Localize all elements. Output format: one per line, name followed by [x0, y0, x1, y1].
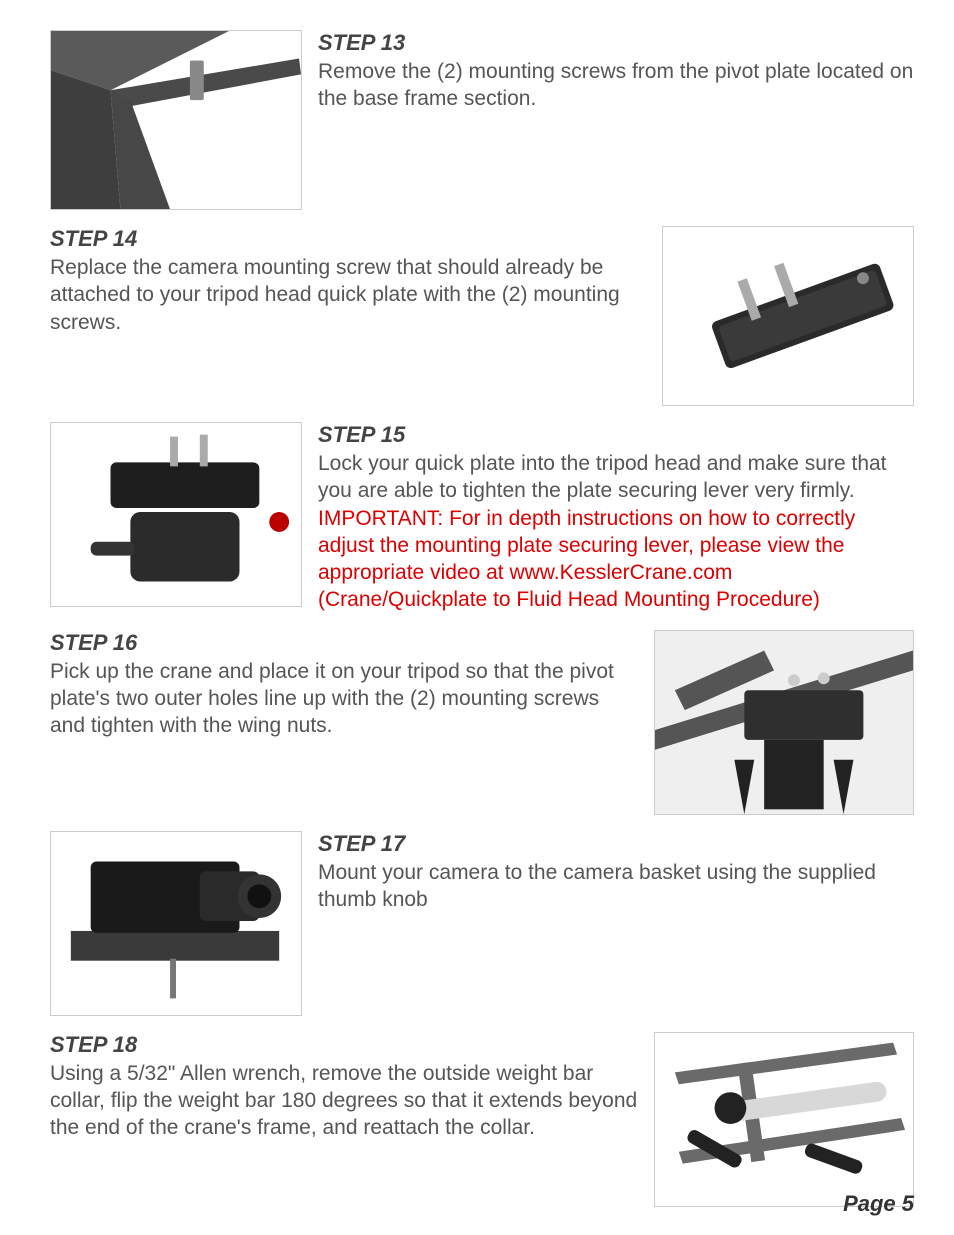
step-13-row: STEP 13 Remove the (2) mounting screws f…: [50, 30, 914, 210]
step-16-title: STEP 16: [50, 630, 638, 656]
step-15-row: STEP 15 Lock your quick plate into the t…: [50, 422, 914, 614]
step-15-body-plain: Lock your quick plate into the tripod he…: [318, 452, 887, 502]
step-17-text: STEP 17 Mount your camera to the camera …: [318, 831, 914, 1016]
step-13-photo: [50, 30, 302, 210]
step-14-row: STEP 14 Replace the camera mounting scre…: [50, 226, 914, 406]
step-18-title: STEP 18: [50, 1032, 638, 1058]
step-15-photo: [50, 422, 302, 607]
step-15-important-2: (Crane/Quickplate to Fluid Head Mounting…: [318, 588, 820, 611]
step-13-title: STEP 13: [318, 30, 914, 56]
step-15-body: Lock your quick plate into the tripod he…: [318, 450, 914, 614]
step-15-title: STEP 15: [318, 422, 914, 448]
step-18-photo: [654, 1032, 914, 1207]
step-16-text: STEP 16 Pick up the crane and place it o…: [50, 630, 638, 740]
page-number: Page 5: [843, 1191, 914, 1217]
step-17-body: Mount your camera to the camera basket u…: [318, 859, 914, 914]
step-14-text: STEP 14 Replace the camera mounting scre…: [50, 226, 646, 336]
step-16-body: Pick up the crane and place it on your t…: [50, 658, 638, 740]
step-15-text: STEP 15 Lock your quick plate into the t…: [318, 422, 914, 614]
step-14-photo: [662, 226, 914, 406]
step-15-important: IMPORTANT: For in depth instructions on …: [318, 507, 855, 585]
step-16-photo: [654, 630, 914, 815]
step-18-text: STEP 18 Using a 5/32" Allen wrench, remo…: [50, 1032, 638, 1142]
step-14-title: STEP 14: [50, 226, 646, 252]
step-17-photo: [50, 831, 302, 1016]
step-18-body: Using a 5/32" Allen wrench, remove the o…: [50, 1060, 638, 1142]
step-13-body: Remove the (2) mounting screws from the …: [318, 58, 914, 113]
step-16-row: STEP 16 Pick up the crane and place it o…: [50, 630, 914, 815]
step-13-text: STEP 13 Remove the (2) mounting screws f…: [318, 30, 914, 210]
step-14-body: Replace the camera mounting screw that s…: [50, 254, 646, 336]
step-18-row: STEP 18 Using a 5/32" Allen wrench, remo…: [50, 1032, 914, 1207]
step-17-title: STEP 17: [318, 831, 914, 857]
step-17-row: STEP 17 Mount your camera to the camera …: [50, 831, 914, 1016]
